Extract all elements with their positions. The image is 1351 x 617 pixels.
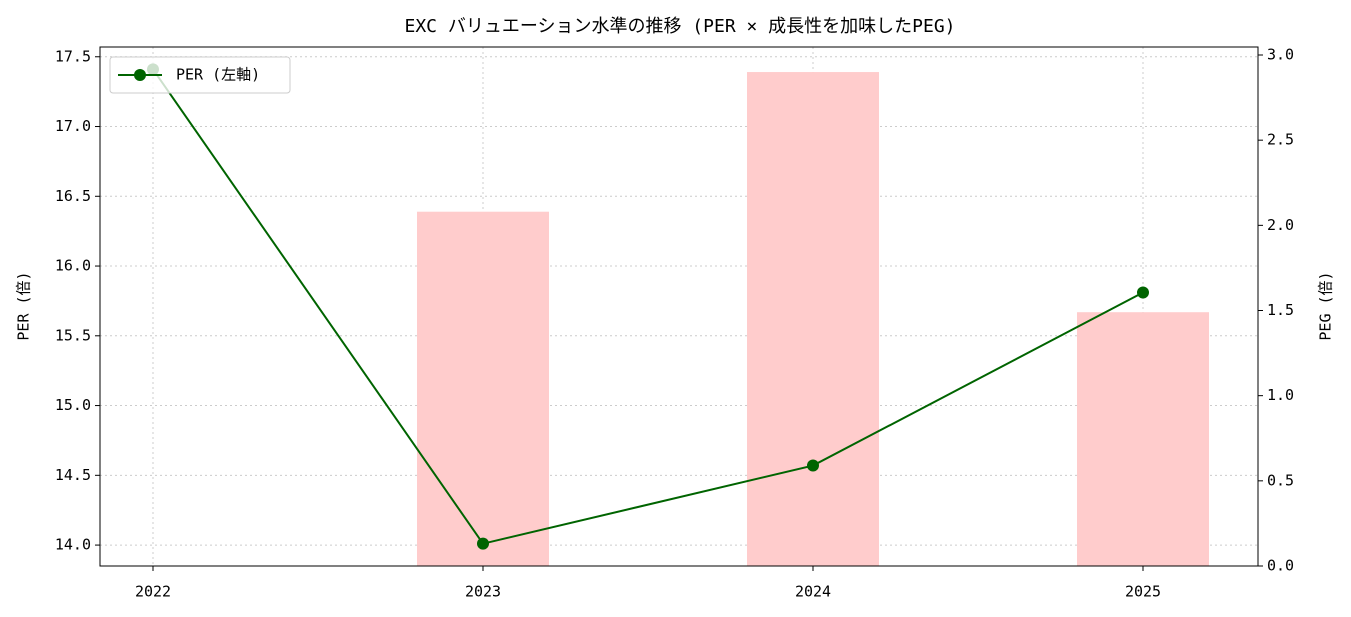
chart-title: EXC バリュエーション水準の推移 (PER × 成長性を加味したPEG) <box>404 16 955 37</box>
y2-tick-label: 1.5 <box>1267 301 1294 319</box>
legend-box <box>109 56 291 94</box>
line <box>152 68 1144 545</box>
y-tick-label: 17.5 <box>55 47 91 65</box>
y2-tick-label: 3.0 <box>1267 46 1294 64</box>
x-tick-label: 2023 <box>465 583 501 601</box>
legend-label: PER (左軸) <box>176 66 260 84</box>
point <box>1137 286 1149 299</box>
y2-tick-label: 1.0 <box>1267 386 1294 404</box>
y2-tick-label: 0.5 <box>1267 471 1294 489</box>
y2-axis-label: PEG (倍) <box>1317 271 1335 340</box>
legend-marker <box>134 69 146 81</box>
y-tick-label: 15.0 <box>55 396 91 414</box>
bar <box>1077 312 1209 566</box>
bar <box>747 72 879 566</box>
y-tick-label: 16.0 <box>55 257 91 275</box>
point <box>807 459 819 472</box>
legend: PER (左軸) <box>109 56 291 94</box>
x-tick-label: 2022 <box>135 583 171 601</box>
y-tick-label: 17.0 <box>55 117 91 135</box>
y-tick-label: 15.5 <box>55 326 91 344</box>
x-tick-label: 2024 <box>795 583 831 601</box>
bar <box>417 211 549 566</box>
point <box>477 537 489 550</box>
y2-tick-label: 2.5 <box>1267 131 1294 149</box>
x-tick-label: 2025 <box>1125 583 1161 601</box>
y-tick-label: 16.5 <box>55 187 91 205</box>
y-tick-label: 14.0 <box>55 536 91 554</box>
y-axis-label: PER (倍) <box>15 271 33 340</box>
plot-frame <box>99 46 1259 567</box>
y-tick-label: 14.5 <box>55 466 91 484</box>
y2-tick-label: 2.0 <box>1267 216 1294 234</box>
y2-tick-label: 0.0 <box>1267 557 1294 575</box>
